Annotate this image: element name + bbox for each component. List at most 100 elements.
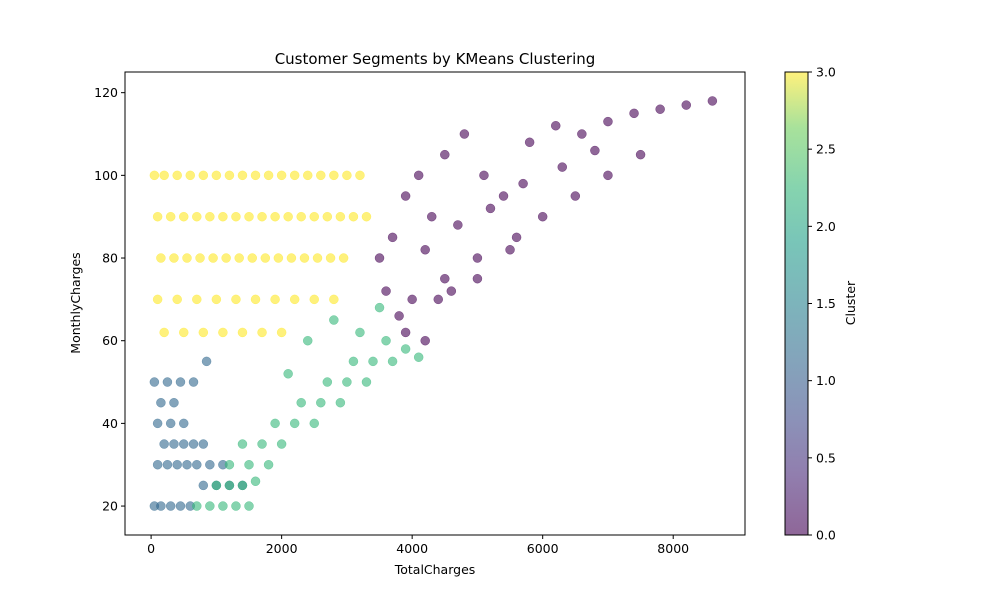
- data-point-cluster-3: [185, 170, 196, 181]
- data-point-cluster-1: [205, 459, 215, 470]
- y-tick-label: 20: [102, 499, 118, 514]
- data-point-cluster-1: [169, 439, 179, 449]
- data-point-cluster-3: [244, 211, 254, 222]
- data-point-cluster-2: [342, 377, 352, 387]
- data-point-cluster-0: [407, 294, 417, 305]
- data-point-cluster-3: [348, 211, 359, 222]
- data-point-cluster-0: [433, 294, 444, 305]
- data-point-cluster-3: [286, 253, 297, 263]
- data-point-cluster-2: [316, 397, 326, 408]
- data-point-cluster-3: [172, 294, 182, 305]
- data-point-cluster-0: [707, 96, 718, 106]
- data-point-cluster-0: [511, 232, 522, 243]
- data-point-cluster-3: [152, 294, 163, 305]
- colorbar-tick-label: 2.5: [816, 142, 836, 157]
- data-point-cluster-1: [188, 377, 199, 387]
- data-point-cluster-2: [192, 501, 202, 511]
- data-point-cluster-3: [260, 253, 271, 263]
- data-point-cluster-1: [152, 459, 163, 470]
- data-point-cluster-2: [257, 439, 267, 449]
- data-point-cluster-3: [221, 253, 231, 263]
- data-point-cluster-3: [273, 253, 284, 263]
- x-tick-label: 6000: [527, 541, 559, 556]
- data-point-cluster-0: [420, 335, 430, 346]
- x-tick-label: 4000: [396, 541, 428, 556]
- data-point-cluster-0: [387, 232, 398, 243]
- data-point-cluster-3: [316, 170, 326, 181]
- data-point-cluster-2: [244, 459, 254, 470]
- data-point-cluster-1: [152, 418, 163, 429]
- data-point-cluster-0: [681, 100, 692, 110]
- data-point-cluster-2: [355, 327, 365, 338]
- data-point-cluster-1: [156, 397, 166, 408]
- data-point-cluster-3: [211, 170, 222, 181]
- data-point-cluster-0: [557, 162, 568, 172]
- data-point-cluster-3: [165, 211, 176, 222]
- data-point-cluster-3: [198, 327, 209, 338]
- data-point-cluster-0: [629, 108, 639, 119]
- y-tick-label: 80: [102, 251, 118, 266]
- data-point-cluster-0: [413, 170, 424, 181]
- data-point-cluster-3: [198, 170, 209, 181]
- data-point-cluster-3: [159, 327, 169, 338]
- data-point-cluster-3: [296, 211, 306, 222]
- data-point-cluster-3: [270, 211, 280, 222]
- data-point-cluster-0: [394, 311, 404, 321]
- data-point-cluster-3: [250, 170, 261, 181]
- colorbar-tick-label: 1.5: [816, 296, 836, 311]
- data-point-cluster-0: [518, 178, 528, 189]
- data-point-cluster-3: [178, 327, 189, 338]
- data-point-cluster-2: [263, 459, 274, 470]
- colorbar-tick-label: 0.0: [816, 528, 836, 543]
- data-point-cluster-1: [165, 501, 176, 511]
- data-point-cluster-0: [426, 211, 437, 222]
- data-point-cluster-0: [603, 116, 613, 127]
- data-point-cluster-2: [368, 356, 378, 367]
- colorbar-tick-label: 1.0: [816, 373, 836, 388]
- data-point-cluster-3: [231, 294, 241, 305]
- data-point-cluster-3: [218, 211, 228, 222]
- data-point-cluster-2: [348, 356, 359, 367]
- x-axis-label: TotalCharges: [394, 562, 476, 577]
- data-point-cluster-3: [195, 253, 205, 263]
- data-point-cluster-3: [192, 211, 202, 222]
- data-point-cluster-3: [182, 253, 192, 263]
- data-point-cluster-3: [309, 294, 320, 305]
- data-point-cluster-3: [149, 170, 160, 181]
- data-point-cluster-3: [283, 211, 293, 222]
- data-point-cluster-0: [524, 137, 535, 148]
- data-point-cluster-2: [302, 335, 313, 346]
- data-point-cluster-2: [231, 501, 241, 511]
- data-point-cluster-2: [361, 377, 372, 387]
- data-point-cluster-3: [322, 211, 333, 222]
- data-point-cluster-3: [237, 170, 248, 181]
- data-point-cluster-2: [296, 397, 306, 408]
- data-point-cluster-3: [329, 294, 339, 305]
- data-point-cluster-3: [312, 253, 323, 263]
- data-point-cluster-3: [250, 294, 261, 305]
- scatter-points: [149, 96, 718, 511]
- data-point-cluster-3: [338, 253, 349, 263]
- data-point-cluster-2: [322, 377, 333, 387]
- colorbar-label: Cluster: [843, 280, 858, 325]
- data-point-cluster-1: [162, 377, 173, 387]
- data-point-cluster-3: [289, 170, 300, 181]
- data-point-cluster-2: [270, 418, 280, 429]
- data-point-cluster-3: [169, 253, 179, 263]
- data-point-cluster-3: [237, 327, 248, 338]
- data-point-cluster-3: [257, 211, 267, 222]
- data-point-cluster-0: [453, 220, 463, 230]
- y-axis-label: MonthlyCharges: [68, 252, 83, 353]
- data-point-cluster-3: [299, 253, 310, 263]
- data-point-cluster-1: [188, 439, 199, 449]
- data-point-cluster-0: [446, 286, 457, 296]
- data-point-cluster-2: [400, 344, 411, 354]
- data-point-cluster-3: [289, 294, 300, 305]
- data-point-cluster-3: [335, 211, 346, 222]
- data-point-cluster-0: [479, 170, 489, 181]
- data-point-cluster-2: [224, 459, 235, 470]
- data-point-cluster-3: [309, 211, 320, 222]
- data-point-cluster-2: [283, 369, 293, 379]
- data-point-cluster-0: [635, 149, 646, 160]
